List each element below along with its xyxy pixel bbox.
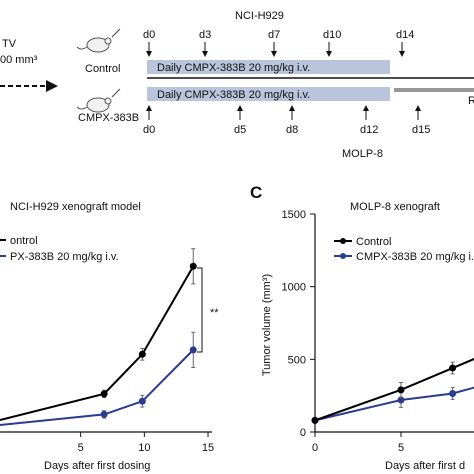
panel-c-x-label: Days after first d: [385, 460, 465, 472]
panel-b-x-tick-label: 5: [78, 442, 84, 454]
panel-b-treated-line: [0, 349, 194, 426]
bottom-group-title: MOLP-8: [342, 148, 383, 160]
legend-c-treated-label: CMPX-383B 20 mg/kg i.v.: [356, 251, 474, 263]
top-group-title: NCI-H929: [235, 10, 284, 22]
panel-c-letter: C: [250, 183, 262, 202]
panel-b-treated-point: [189, 346, 197, 354]
panel-b-x-tick-label: 10: [138, 442, 150, 454]
control-group-label: Control: [85, 63, 120, 75]
legend-c-control-label: Control: [356, 236, 391, 248]
panel-c-chart: C MOLP-8 xenograft Tumor volume (mm³) 05…: [250, 183, 474, 472]
dosing-bar-bottom: [147, 87, 390, 101]
panel-c-treated-line: [314, 386, 474, 422]
panel-b-chart: NCI-H929 xenograft model 5 10 15 Days afte…: [0, 201, 219, 472]
panel-c-control-point: [397, 386, 405, 394]
panel-b-treated-point: [138, 397, 146, 405]
panel-b-x-label: Days after first dosing: [44, 460, 150, 472]
panel-b-plot-area: [0, 248, 197, 426]
panel-c-y-tick-label: 0: [300, 427, 306, 439]
mouse-icon: [76, 88, 121, 113]
top-day-label: d0: [143, 29, 155, 41]
panel-c-control-point: [311, 416, 319, 424]
panel-c-treated-point: [397, 396, 405, 404]
panel-b-control-point: [138, 350, 146, 358]
dosing-bar-bottom-label: Daily CMPX-383B 20 mg/kg i.v.: [157, 89, 310, 101]
partial-volume-label: 00 mm³: [0, 54, 38, 66]
panel-c-y-label: Tumor volume (mm³): [261, 274, 273, 376]
top-day-markers: d0 d3 d7 d10 d14: [143, 29, 414, 57]
panel-b-title: NCI-H929 xenograft model: [10, 201, 141, 213]
treated-group-label: CMPX-383B: [78, 112, 139, 124]
panel-c-title: MOLP-8 xenograft: [350, 201, 440, 213]
top-day-label: d14: [396, 29, 414, 41]
panel-b-control-point: [100, 390, 108, 398]
top-day-label: d3: [199, 29, 211, 41]
partial-right-label: R: [468, 95, 474, 107]
significance-bracket: [197, 267, 203, 353]
panel-c-control-line: [314, 357, 474, 422]
top-day-label: d10: [323, 29, 341, 41]
panel-b-x-ticks: 5 10 15: [78, 432, 214, 454]
panel-c-x-tick-label: 5: [398, 442, 404, 454]
panel-b-control-line: [0, 265, 195, 421]
partial-tv-label: TV: [2, 38, 17, 50]
bottom-day-markers: d0 d5 d8 d12 d15: [143, 105, 430, 136]
panel-c-x-tick-label: 0: [312, 442, 318, 454]
schematic: TV 00 mm³ Control CMPX-383B NCI-H929 d0 d…: [0, 10, 474, 160]
panel-b-control-point: [189, 262, 197, 270]
legend-c-treated-marker: [340, 253, 346, 259]
legend-c-control-marker: [340, 238, 346, 244]
dosing-bar-top: [147, 60, 390, 74]
panel-c-y-ticks: 0 500 1000 1500: [282, 209, 315, 439]
legend-b-control-label: ontrol: [10, 235, 38, 247]
bottom-day-label: d8: [286, 124, 298, 136]
panel-c-control-point: [449, 364, 457, 372]
significance-label: **: [210, 307, 219, 319]
panel-c-treated-point: [449, 389, 457, 397]
top-day-label: d7: [268, 29, 280, 41]
panel-c-y-tick-label: 1000: [282, 282, 306, 294]
legend-b-treated-label: PX-383B 20 mg/kg i.v.: [10, 251, 119, 263]
mouse-icon: [76, 28, 121, 53]
panel-b-x-tick-label: 15: [202, 442, 214, 454]
bottom-day-label: d5: [234, 124, 246, 136]
bottom-day-label: d12: [360, 124, 378, 136]
bottom-day-label: d0: [143, 124, 155, 136]
bottom-day-label: d15: [412, 124, 430, 136]
panel-c-y-tick-label: 500: [288, 354, 306, 366]
panel-c-y-tick-label: 1500: [282, 209, 306, 221]
panel-b-treated-point: [100, 410, 108, 418]
dosing-bar-top-label: Daily CMPX-383B 20 mg/kg i.v.: [157, 62, 310, 74]
panel-c-plot-area: [311, 357, 474, 424]
